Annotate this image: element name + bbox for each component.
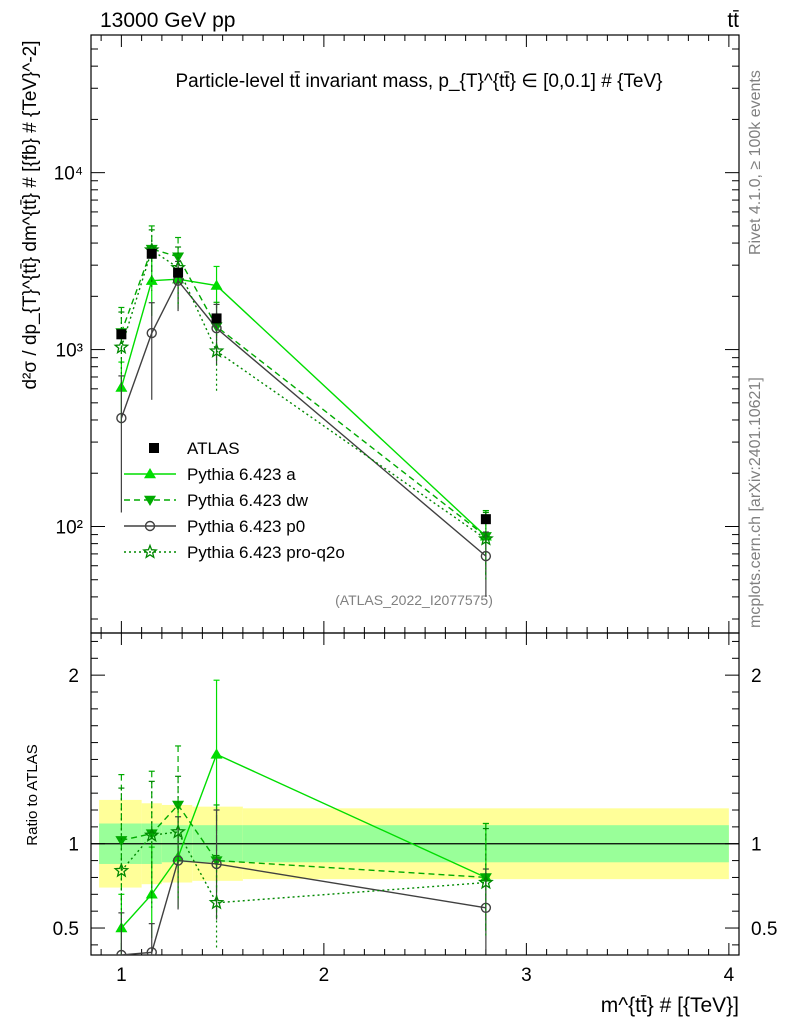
pythia-pro-q2o-ratio-point — [478, 874, 494, 890]
legend-pythia-p0-marker — [144, 520, 156, 532]
atlas-data-point — [116, 329, 127, 340]
pythia-pro-q2o-ratio-point — [143, 827, 160, 843]
main-series — [113, 225, 494, 597]
pythia-p0-point — [116, 412, 127, 424]
y-tick-label: 10² — [56, 517, 83, 538]
pythia-dw-ratio-point — [115, 836, 128, 847]
y-tick-label: 10⁴ — [54, 164, 83, 185]
pythia-pro-q2o-point — [477, 530, 494, 546]
header-process-label: 13000 GeV pp — [100, 9, 235, 32]
ratio-y-tick-label: 0.5 — [53, 919, 79, 940]
pythia-p0-point — [146, 327, 157, 339]
legend-pythia-a-marker — [144, 468, 156, 479]
ratio-y-tick-label-right: 1 — [751, 835, 762, 856]
legend-atlas-label: ATLAS — [187, 439, 240, 458]
pythia-dw-ratio-point — [172, 800, 185, 811]
x-tick-label: 1 — [116, 965, 127, 986]
ratio-y-tick-label: 1 — [68, 835, 79, 856]
main-plot: 10² 10³ 10⁴ Particle-level tt̄ invariant ma… — [20, 34, 740, 634]
mcplots-label: mcplots.cern.ch [arXiv:2401.10621] — [747, 377, 764, 628]
pythia-pro-q2o-point — [208, 342, 225, 358]
pythia-p0-ratio-point — [146, 947, 157, 955]
atlas-data-point — [480, 514, 491, 525]
legend-pythia-dw-marker — [144, 495, 156, 506]
pythia-p0-ratio-point — [116, 949, 127, 955]
ratio-y-tick-label: 2 — [68, 666, 79, 687]
x-tick-label: 3 — [521, 965, 532, 986]
legend-pythia-pro-q2o-label: Pythia 6.423 pro-q2o — [187, 543, 345, 562]
pythia-p0-point — [480, 550, 492, 562]
ratio-frame — [90, 632, 740, 956]
legend-atlas-marker — [149, 443, 159, 453]
y-axis-label: d²σ / dp_{T}^{tt̄} dm^{tt̄} # [{fb} # {T… — [20, 40, 41, 389]
header-final-state-label: tt̄ — [727, 9, 739, 32]
legend-pythia-a-label: Pythia 6.423 a — [187, 465, 296, 484]
ratio-plot: 1 2 3 4 0.5 0.5 1 1 2 2 Ratio to ATLAS m^{tt̄} # [{… — [24, 35, 777, 1017]
ratio-series — [113, 679, 494, 955]
atlas-data-point — [146, 248, 157, 259]
legend-pythia-pro-q2o-marker — [142, 543, 158, 559]
pythia-pro-q2o-ratio-point — [113, 862, 130, 878]
y-tick-label: 10³ — [56, 341, 83, 362]
pythia-p0-ratio-point — [480, 902, 492, 913]
x-tick-label: 4 — [724, 965, 735, 986]
pythia-pro-q2o-ratio-point — [208, 894, 225, 910]
legend-pythia-dw-label: Pythia 6.423 dw — [187, 491, 309, 510]
atlas-data-point — [173, 267, 184, 278]
pythia-pro-q2o-point — [113, 339, 130, 355]
uncertainty-bands — [91, 799, 739, 888]
pythia-p0-ratio-point — [211, 858, 222, 870]
pythia-a-ratio-point — [210, 748, 223, 759]
pythia-p0-ratio-point — [172, 855, 184, 866]
legend: ATLAS Pythia 6.423 a Pythia 6.423 dw Pythia… — [124, 439, 345, 562]
analysis-watermark: (ATLAS_2022_I2077575) — [335, 592, 493, 608]
x-axis-label: m^{tt̄} # [{TeV}] — [601, 994, 739, 1017]
chart-title: Particle-level tt̄ invariant mass, p_{T}… — [176, 71, 663, 92]
ratio-y-axis-label: Ratio to ATLAS — [24, 744, 41, 845]
atlas-data-point — [211, 313, 222, 324]
x-tick-label: 2 — [319, 965, 330, 986]
pythia-pro-q2o-ratio-line — [120, 831, 486, 904]
pythia-p0-line — [120, 279, 487, 557]
pythia-pro-q2o-ratio-point — [170, 823, 187, 839]
rivet-label: Rivet 4.1.0, ≥ 100k events — [747, 70, 764, 255]
ratio-y-tick-label-right: 2 — [751, 666, 762, 687]
pythia-a-point — [210, 279, 223, 290]
legend-pythia-p0-label: Pythia 6.423 p0 — [187, 517, 305, 536]
pythia-dw-ratio-point — [145, 829, 158, 840]
ratio-y-tick-label-right: 0.5 — [751, 919, 777, 940]
